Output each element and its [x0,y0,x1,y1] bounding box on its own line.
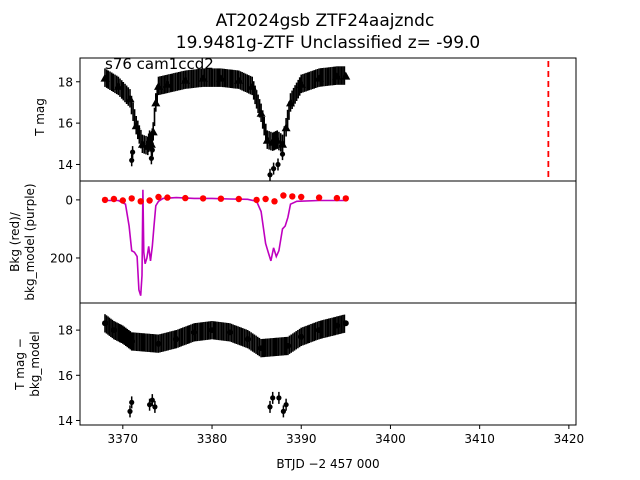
top-series0-point [131,121,141,130]
middle-series1-point [119,197,127,204]
bottom-axes-frame [79,302,577,426]
top-series0-point [256,108,266,117]
panel-tmag-minus-bkg: T mag − bkg_model 14 16 18 3370 3380 3390 3400… [13,302,585,446]
bottom-series0-point [102,320,108,327]
x-tick-label: 3380 [197,432,228,446]
middle-series1-point [298,193,305,201]
middle-series1-point [164,194,171,201]
middle-series1-point [342,195,349,202]
x-axis-label: BTJD −2 457 000 [276,457,379,471]
x-tick-label: 3370 [108,432,139,446]
middle-series1-point [315,194,323,201]
bottom-series0-point [191,329,198,336]
middle-series1-point [110,195,118,203]
bottom-series0-point [316,327,323,334]
bottom-series0-point [110,327,117,334]
middle-data-marks [101,189,349,296]
panel-tmag: s76 cam1ccd2 T mag 14 16 18 [33,55,577,182]
middle-series1-point [199,195,207,202]
top-series0-point [162,79,172,88]
top-series0-point [332,71,342,80]
top-series0-point [296,79,306,88]
middle-series1-point [271,198,278,205]
bottom-series0-point [342,320,349,327]
top-series0-point [143,141,153,150]
bottom-series0-point [128,338,135,345]
top-series0-point [234,75,244,84]
middle-series1-point [280,192,287,199]
top-ytick-label: 18 [58,75,73,89]
middle-series1-point [289,193,296,200]
top-series0-point [314,73,324,82]
top-series0-point [113,81,123,90]
top-series0-point [341,71,351,80]
bottom-series0-point [119,331,126,338]
bottom-series0-point [258,345,265,352]
bottom-ylabel-line1: T mag − [13,338,27,391]
top-series0-point [148,127,158,136]
middle-series1-point [137,198,144,205]
bottom-ytick-label: 18 [58,324,73,338]
x-tick-label: 3410 [464,432,495,446]
top-series0-point [151,98,161,107]
panel-background: Bkg (red)/ bkg_model (purple) 0 200 [8,180,577,304]
bottom-series0-point [298,333,305,340]
x-tick-label: 3390 [286,432,317,446]
middle-series1-point [253,196,260,204]
middle-series1-point [262,195,269,203]
bottom-series0-point [284,342,291,349]
bottom-series0-point [173,336,180,343]
middle-series-bkg_model-line [105,189,346,296]
top-ylabel: T mag [33,98,47,137]
top-series0-point [100,73,110,82]
top-series0-point [286,98,295,107]
middle-series1-point [101,196,109,204]
bottom-data-marks [102,314,349,418]
top-series0-point [272,135,282,144]
middle-series1-point [182,194,189,202]
bottom-series0-point [226,329,233,336]
bottom-series0-point [333,322,340,329]
top-series0-point [281,123,291,132]
top-series0-point [137,139,147,148]
top-series0-point [278,139,287,148]
bottom-series0-point [155,340,162,347]
bottom-ytick-label: 14 [58,414,73,428]
x-tick-label: 3420 [554,432,585,446]
top-series0-point [262,135,272,144]
x-tick-label: 3400 [375,432,406,446]
figure-title-line2: 19.9481g-ZTF Unclassified z= -99.0 [176,33,481,53]
middle-ytick-label: 200 [50,251,73,265]
top-series0-point [198,73,208,82]
bottom-ytick-label: 16 [58,369,73,383]
top-ytick-label: 16 [58,117,73,131]
middle-series1-point [128,195,135,202]
middle-series1-point [217,195,225,202]
top-series0-point [125,94,135,103]
top-ytick-label: 14 [58,158,73,172]
top-series0-point [146,139,156,148]
top-series0-point [216,73,226,82]
sector-camera-annotation: s76 cam1ccd2 [105,55,214,73]
bottom-series0-point [209,327,215,334]
middle-series1-point [333,194,341,202]
middle-series1-point [235,195,242,203]
bottom-series0-point [244,336,251,343]
figure-title-line1: AT2024gsb ZTF24aajzndc [216,11,435,31]
middle-ylabel-line1: Bkg (red)/ [8,211,22,272]
top-series0-point [247,81,257,90]
middle-series1-point [155,193,162,201]
top-series0-point [154,81,163,90]
middle-ylabel-line2: bkg_model (purple) [23,183,37,300]
bottom-ylabel-line2: bkg_model [28,331,42,397]
top-series0-point [180,75,190,84]
middle-series1-point [146,197,153,204]
middle-ytick-label: 0 [65,193,73,207]
top-data-marks [100,66,351,181]
